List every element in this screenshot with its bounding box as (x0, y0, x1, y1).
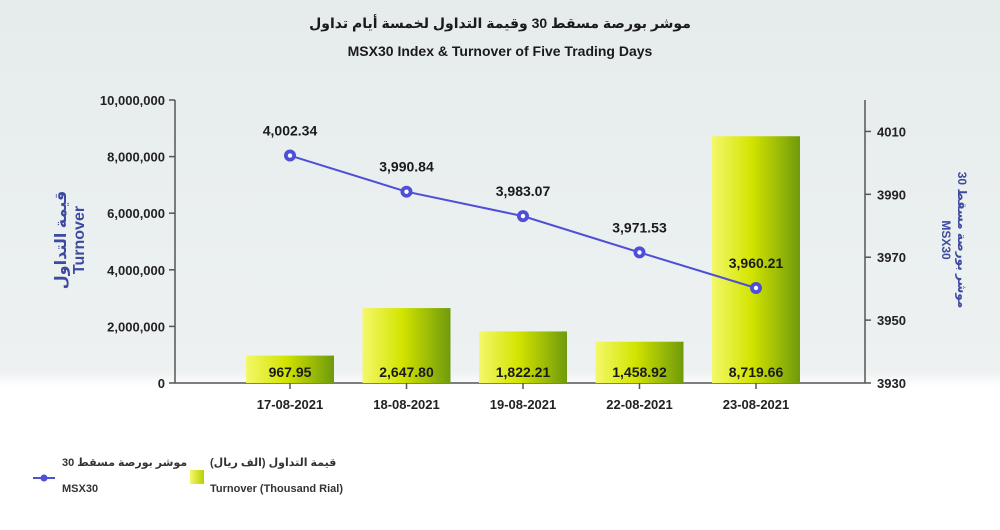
x-tick-label: 19-08-2021 (490, 397, 557, 412)
bar-value-label: 967.95 (269, 364, 312, 380)
legend-label-turnover: Turnover (Thousand Rial) (210, 483, 343, 495)
left-tick-label: 0 (158, 376, 165, 391)
left-axis-label: Turnover (71, 206, 88, 274)
left-tick-label: 10,000,000 (100, 93, 165, 108)
left-axis-label-ar: قيمة التداول (53, 191, 70, 289)
msx30-point-center (404, 189, 409, 194)
legend: موشر بورصة مسقط 30 MSX30 قيمة التداول (ا… (33, 457, 343, 495)
right-tick-label: 3930 (877, 376, 906, 391)
legend-label-msx30: MSX30 (62, 483, 98, 495)
legend-item-msx30: موشر بورصة مسقط 30 MSX30 (33, 457, 187, 495)
left-tick-label: 8,000,000 (107, 150, 165, 165)
legend-label-turnover-ar: قيمة التداول (الف ريال) (210, 457, 336, 469)
msx30-value-label: 3,983.07 (496, 183, 551, 199)
line-series: 4,002.34 3,990.84 3,983.07 3,971.53 3,960.21 (263, 123, 784, 295)
right-tick-label: 4010 (877, 124, 906, 139)
bar (479, 331, 567, 383)
left-axis-title: قيمة التداول Turnover (53, 191, 88, 289)
msx30-point-center (287, 153, 293, 158)
x-tick-label: 23-08-2021 (723, 397, 790, 412)
msx30-value-label: 3,960.21 (729, 255, 784, 271)
chart-subtitle: MSX30 Index & Turnover of Five Trading D… (348, 43, 653, 59)
msx30-value-label: 4,002.34 (263, 123, 318, 139)
x-tick-label: 17-08-2021 (257, 397, 324, 412)
bar (595, 341, 684, 383)
bar (712, 136, 800, 383)
left-tick-label: 6,000,000 (107, 206, 165, 221)
right-tick-label: 3970 (877, 250, 906, 265)
right-y-axis: 3930 3950 3970 3990 4010 (864, 100, 906, 391)
msx30-value-label: 3,990.84 (379, 159, 434, 175)
left-y-axis: 0 2,000,000 4,000,000 6,000,000 8,000,000 10,… (100, 93, 176, 391)
bar-value-label: 2,647.80 (379, 364, 434, 380)
legend-label-msx30-ar: موشر بورصة مسقط 30 (62, 457, 187, 469)
msx30-point-center (753, 285, 759, 291)
x-tick-label: 22-08-2021 (606, 397, 673, 412)
bar (246, 355, 334, 383)
legend-item-turnover: قيمة التداول (الف ريال) Turnover (Thousa… (190, 457, 343, 495)
bar-value-label: 1,822.21 (496, 364, 551, 380)
x-tick-label: 18-08-2021 (373, 397, 440, 412)
right-axis-label: MSX30 (939, 220, 953, 260)
x-tick-labels: 17-08-2021 18-08-2021 19-08-2021 22-08-2021… (257, 383, 790, 412)
left-tick-label: 4,000,000 (107, 263, 165, 278)
msx30-point-center (637, 250, 642, 255)
right-axis-label-ar: موشر بورصة مسقط 30 (954, 172, 969, 309)
msx30-value-label: 3,971.53 (612, 219, 667, 235)
chart-title: موشر بورصة مسقط 30 وقيمة التداول لخمسة أ… (309, 14, 691, 32)
right-tick-label: 3990 (877, 187, 906, 202)
right-tick-label: 3950 (877, 313, 906, 328)
msx30-point-center (520, 213, 526, 219)
right-axis-title: موشر بورصة مسقط 30 MSX30 (939, 172, 969, 309)
bar (362, 308, 451, 383)
bar-series: 967.95 2,647.80 1,822.21 1,458.92 8,719.66 (246, 136, 800, 383)
bar-value-label: 1,458.92 (612, 364, 667, 380)
left-tick-label: 2,000,000 (107, 319, 165, 334)
bar-value-label: 8,719.66 (729, 364, 784, 380)
